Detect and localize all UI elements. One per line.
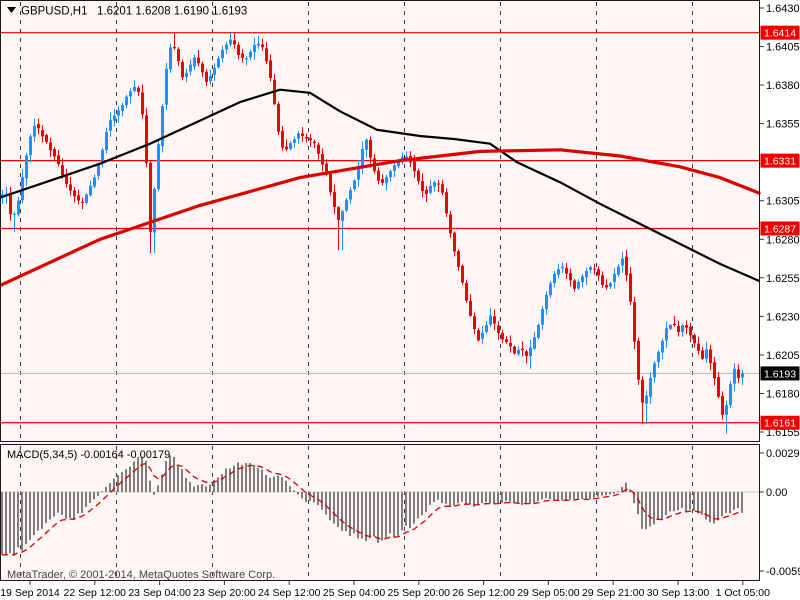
chart-symbol-dropdown-icon[interactable] xyxy=(7,7,16,13)
time-axis-label: 19 Sep 2014 xyxy=(0,587,60,599)
price-scale[interactable]: 1.64301.64051.63801.63551.63051.62801.62… xyxy=(760,3,800,439)
price-axis-label: 1.6280 xyxy=(766,234,800,246)
price-axis-label: 1.6380 xyxy=(766,80,800,92)
macd-axis-label: 0.00 xyxy=(766,487,787,499)
price-axis-label: 1.6355 xyxy=(766,119,800,131)
main-panel-border xyxy=(0,0,760,442)
macd-grid xyxy=(20,446,693,579)
price-badges: 1.6414 1.6331 1.6287 1.6161 1.6193 xyxy=(760,25,800,430)
price-axis-label: 1.6405 xyxy=(766,42,800,54)
horizontal-level-lines xyxy=(1,32,759,424)
candlestick-series[interactable] xyxy=(1,32,744,434)
price-axis-label: 1.6205 xyxy=(766,350,800,362)
level-price-badge xyxy=(760,415,800,430)
time-axis-label: 25 Sep 04:00 xyxy=(323,587,386,599)
time-axis-label: 30 Sep 13:00 xyxy=(647,587,710,599)
price-axis-label: 1.6305 xyxy=(766,196,800,208)
time-axis-label: 24 Sep 12:00 xyxy=(258,587,321,599)
macd-scale[interactable]: 0.00294 0.00 -0.00596 xyxy=(760,448,800,578)
main-plot-area[interactable] xyxy=(0,0,760,442)
price-axis-label: 1.6155 xyxy=(766,427,800,439)
ma-slow-red xyxy=(0,148,761,288)
macd-signal-line xyxy=(1,462,743,556)
price-badge-label: 1.6414 xyxy=(764,28,796,40)
macd-axis-label: -0.00596 xyxy=(766,566,800,578)
price-badge-label: 1.6331 xyxy=(764,156,796,168)
level-price-badge xyxy=(760,25,800,40)
time-axis-label: 22 Sep 12:00 xyxy=(64,587,127,599)
macd-indicator-label: MACD(5,34,5) -0.00164 -0.00179 xyxy=(7,449,170,461)
time-axis-label: 25 Sep 20:00 xyxy=(388,587,451,599)
level-price-badge xyxy=(760,221,800,236)
price-axis-label: 1.6180 xyxy=(766,388,800,400)
price-badge-label: 1.6287 xyxy=(764,223,796,235)
time-scale[interactable]: 19 Sep 2014 22 Sep 12:00 23 Sep 04:00 23 Se… xyxy=(0,581,770,599)
copyright-text: MetaTrader, © 2001-2014, MetaQuotes Soft… xyxy=(7,569,275,581)
macd-panel-border xyxy=(0,444,760,581)
ma-fast-black xyxy=(0,88,761,282)
chart-title-ohlc: GBPUSD,H1 1.6201 1.6208 1.6190 1.6193 xyxy=(21,6,247,18)
time-axis-label: 29 Sep 21:00 xyxy=(582,587,645,599)
price-axis-label: 1.6255 xyxy=(766,273,800,285)
price-badge-label: 1.6161 xyxy=(764,418,796,430)
macd-plot-area[interactable] xyxy=(0,444,760,581)
current-price-badge xyxy=(760,366,800,381)
time-axis-label: 23 Sep 04:00 xyxy=(128,587,191,599)
moving-average-lines xyxy=(0,88,761,288)
price-axis-label: 1.6430 xyxy=(766,3,800,15)
time-axis-label: 23 Sep 20:00 xyxy=(193,587,256,599)
price-axis-label: 1.6230 xyxy=(766,311,800,323)
main-grid xyxy=(20,2,693,440)
level-price-badge xyxy=(760,153,800,168)
time-axis-label: 26 Sep 12:00 xyxy=(452,587,515,599)
macd-axis-label: 0.00294 xyxy=(766,448,800,460)
time-axis-label: 29 Sep 05:00 xyxy=(517,587,580,599)
price-badge-label: 1.6193 xyxy=(764,368,796,380)
time-axis-label: 1 Oct 05:00 xyxy=(716,587,770,599)
